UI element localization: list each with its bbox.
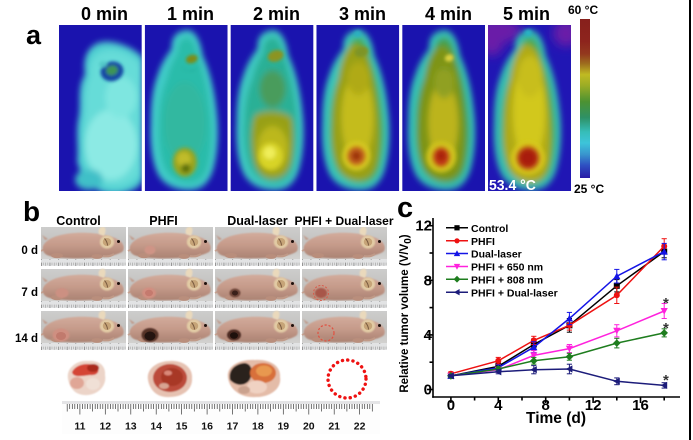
svg-text:0: 0 [424, 382, 432, 399]
svg-text:18: 18 [252, 421, 264, 433]
svg-text:19: 19 [277, 421, 289, 433]
svg-text:8: 8 [424, 272, 432, 289]
svg-text:13: 13 [125, 421, 137, 433]
svg-text:11: 11 [74, 421, 85, 433]
svg-text:12: 12 [99, 421, 111, 433]
svg-text:20: 20 [303, 421, 315, 433]
svg-text:PHFI: PHFI [471, 236, 495, 248]
svg-text:12: 12 [585, 397, 602, 414]
svg-text:PHFI + 650 nm: PHFI + 650 nm [471, 262, 543, 274]
svg-text:Relative tumor volume (V/V0): Relative tumor volume (V/V0) [399, 234, 414, 392]
svg-text:PHFI + Dual-laser: PHFI + Dual-laser [471, 287, 558, 299]
svg-text:12: 12 [415, 218, 432, 235]
svg-text:4: 4 [494, 397, 503, 414]
svg-text:4: 4 [424, 327, 433, 344]
svg-text:16: 16 [201, 421, 213, 433]
svg-text:8: 8 [542, 397, 550, 414]
svg-text:15: 15 [176, 421, 188, 433]
svg-text:Control: Control [471, 223, 508, 235]
svg-text:53.4 °C: 53.4 °C [489, 178, 536, 191]
svg-text:0: 0 [447, 397, 455, 414]
svg-text:16: 16 [632, 397, 649, 414]
svg-text:*: * [663, 372, 669, 389]
svg-text:PHFI + 808 nm: PHFI + 808 nm [471, 274, 543, 286]
svg-text:*: * [663, 295, 669, 312]
svg-text:*: * [663, 320, 669, 337]
svg-text:Dual-laser: Dual-laser [471, 249, 522, 261]
svg-text:22: 22 [354, 421, 366, 433]
svg-text:Time (d): Time (d) [526, 410, 586, 427]
svg-text:17: 17 [227, 421, 239, 433]
svg-text:14: 14 [150, 421, 162, 433]
svg-text:21: 21 [328, 421, 340, 433]
